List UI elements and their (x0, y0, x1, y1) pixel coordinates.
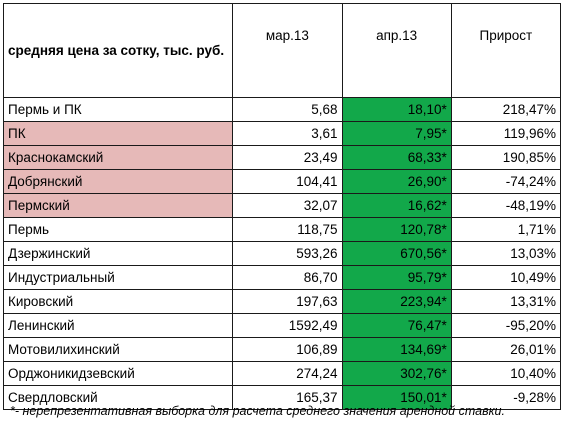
table-row: Орджоникидзевский 274,24 302,76* 10,40% (2, 361, 562, 386)
mar-value-cell: 197,63 (232, 289, 343, 314)
district-name-cell: Индустриальный (2, 265, 234, 290)
column-header-apr: апр.13 (341, 3, 452, 98)
growth-value-cell: 13,03% (450, 241, 562, 266)
mar-value-cell: 5,68 (232, 97, 343, 122)
mar-value-cell: 118,75 (232, 217, 343, 242)
growth-value-cell: 13,31% (450, 289, 562, 314)
mar-value-cell: 104,41 (232, 169, 343, 194)
table-row: Свердловский 165,37 150,01* -9,28% (2, 385, 562, 410)
district-name-cell: Краснокамский (2, 145, 234, 170)
district-name-cell: Орджоникидзевский (2, 361, 234, 386)
table-row: Краснокамский 23,49 68,33* 190,85% (2, 145, 562, 170)
table-row: Пермь и ПК 5,68 18,10* 218,47% (2, 97, 562, 122)
district-name-cell: Пермь (2, 217, 234, 242)
apr-value-cell: 150,01* (341, 385, 452, 410)
apr-value-cell: 302,76* (341, 361, 452, 386)
table-row: Добрянский 104,41 26,90* -74,24% (2, 169, 562, 194)
district-name-cell: Кировский (2, 289, 234, 314)
apr-value-cell: 68,33* (341, 145, 452, 170)
apr-value-cell: 120,78* (341, 217, 452, 242)
apr-value-cell: 18,10* (341, 97, 452, 122)
growth-value-cell: -48,19% (450, 193, 562, 218)
growth-value-cell: -9,28% (450, 385, 562, 410)
table-row: Пермь 118,75 120,78* 1,71% (2, 217, 562, 242)
mar-value-cell: 274,24 (232, 361, 343, 386)
mar-value-cell: 593,26 (232, 241, 343, 266)
growth-value-cell: -74,24% (450, 169, 562, 194)
table-row: Пермский 32,07 16,62* -48,19% (2, 193, 562, 218)
table-row: Ленинский 1592,49 76,47* -95,20% (2, 313, 562, 338)
mar-value-cell: 1592,49 (232, 313, 343, 338)
growth-value-cell: 190,85% (450, 145, 562, 170)
apr-value-cell: 670,56* (341, 241, 452, 266)
apr-value-cell: 223,94* (341, 289, 452, 314)
district-name-cell: Пермь и ПК (2, 97, 234, 122)
mar-value-cell: 165,37 (232, 385, 343, 410)
growth-value-cell: -95,20% (450, 313, 562, 338)
table-header-row: средняя цена за сотку, тыс. руб. мар.13 … (2, 3, 562, 98)
mar-value-cell: 3,61 (232, 121, 343, 146)
table-row: Мотовилихинский 106,89 134,69* 26,01% (2, 337, 562, 362)
apr-value-cell: 26,90* (341, 169, 452, 194)
growth-value-cell: 119,96% (450, 121, 562, 146)
price-table: средняя цена за сотку, тыс. руб. мар.13 … (2, 3, 562, 410)
district-name-cell: Добрянский (2, 169, 234, 194)
table-row: Индустриальный 86,70 95,79* 10,49% (2, 265, 562, 290)
table-title: средняя цена за сотку, тыс. руб. (2, 3, 234, 98)
growth-value-cell: 26,01% (450, 337, 562, 362)
growth-value-cell: 10,40% (450, 361, 562, 386)
growth-value-cell: 1,71% (450, 217, 562, 242)
table-row: ПК 3,61 7,95* 119,96% (2, 121, 562, 146)
apr-value-cell: 16,62* (341, 193, 452, 218)
table-row: Дзержинский 593,26 670,56* 13,03% (2, 241, 562, 266)
footnote: *- нерепрезентативная выборка для расчет… (10, 404, 505, 418)
mar-value-cell: 23,49 (232, 145, 343, 170)
mar-value-cell: 106,89 (232, 337, 343, 362)
district-name-cell: ПК (2, 121, 234, 146)
column-header-mar: мар.13 (232, 3, 343, 98)
apr-value-cell: 76,47* (341, 313, 452, 338)
district-name-cell: Мотовилихинский (2, 337, 234, 362)
growth-value-cell: 10,49% (450, 265, 562, 290)
district-name-cell: Ленинский (2, 313, 234, 338)
apr-value-cell: 134,69* (341, 337, 452, 362)
table-row: Кировский 197,63 223,94* 13,31% (2, 289, 562, 314)
district-name-cell: Свердловский (2, 385, 234, 410)
column-header-growth: Прирост (450, 3, 562, 98)
mar-value-cell: 32,07 (232, 193, 343, 218)
growth-value-cell: 218,47% (450, 97, 562, 122)
apr-value-cell: 95,79* (341, 265, 452, 290)
mar-value-cell: 86,70 (232, 265, 343, 290)
apr-value-cell: 7,95* (341, 121, 452, 146)
district-name-cell: Дзержинский (2, 241, 234, 266)
district-name-cell: Пермский (2, 193, 234, 218)
